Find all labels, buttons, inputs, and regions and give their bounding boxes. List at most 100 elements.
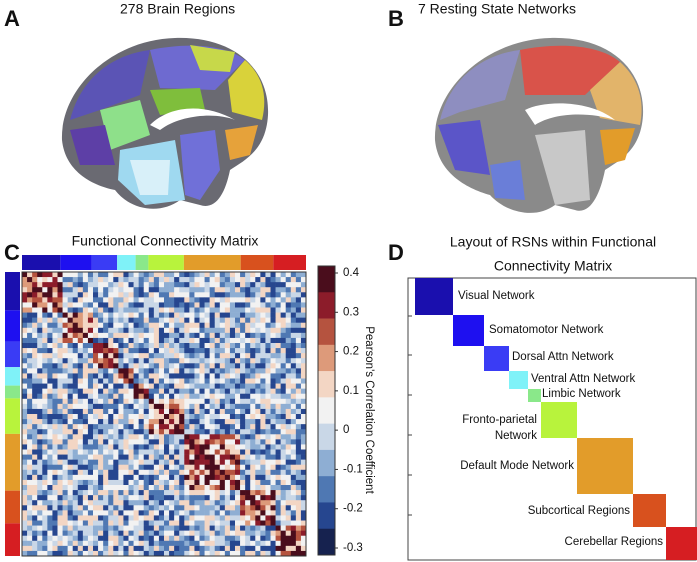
layout-frame	[407, 277, 697, 561]
matrix-cell	[87, 368, 94, 374]
matrix-cell	[280, 469, 287, 476]
matrix-cell	[52, 343, 58, 349]
matrix-cell	[245, 322, 251, 329]
panel-title: 7 Resting State Networks	[418, 1, 576, 17]
matrix-cell	[169, 388, 175, 395]
matrix-cell	[204, 403, 210, 410]
matrix-cell	[219, 388, 226, 395]
matrix-cell	[52, 414, 58, 420]
matrix-cell	[229, 454, 236, 460]
matrix-cell	[164, 479, 170, 486]
matrix-cell	[22, 515, 28, 521]
matrix-cell	[214, 398, 221, 405]
matrix-cell	[32, 474, 38, 481]
matrix-cell	[67, 479, 74, 486]
matrix-cell	[98, 515, 104, 521]
matrix-cell	[138, 343, 145, 349]
matrix-cell	[265, 525, 271, 531]
matrix-cell	[47, 343, 53, 349]
matrix-cell	[57, 454, 63, 460]
matrix-cell	[87, 317, 94, 324]
matrix-cell	[265, 307, 271, 313]
matrix-cell	[179, 479, 185, 486]
matrix-cell	[82, 287, 89, 293]
matrix-cell	[87, 327, 94, 334]
matrix-cell	[98, 414, 104, 420]
matrix-cell	[108, 439, 114, 445]
matrix-cell	[123, 520, 129, 526]
matrix-cell	[123, 388, 129, 395]
matrix-cell	[219, 383, 226, 389]
matrix-cell	[133, 535, 139, 542]
matrix-cell	[67, 368, 74, 374]
matrix-cell	[300, 535, 307, 542]
matrix-cell	[245, 378, 251, 384]
matrix-cell	[52, 479, 58, 486]
matrix-cell	[52, 302, 58, 308]
matrix-cell	[209, 495, 216, 501]
matrix-cell	[209, 429, 216, 435]
matrix-cell	[204, 459, 210, 466]
matrix-cell	[194, 337, 200, 344]
matrix-cell	[37, 464, 43, 471]
matrix-cell	[158, 479, 165, 486]
matrix-cell	[113, 510, 119, 516]
matrix-cell	[194, 393, 200, 400]
matrix-cell	[295, 292, 302, 298]
matrix-cell	[199, 312, 205, 318]
matrix-cell	[209, 464, 216, 471]
matrix-cell	[22, 490, 28, 496]
matrix-cell	[108, 444, 114, 450]
matrix-cell	[189, 287, 195, 293]
matrix-cell	[194, 343, 200, 349]
matrix-cell	[240, 439, 246, 445]
network-strip	[5, 310, 20, 342]
matrix-cell	[148, 312, 155, 318]
network-label: Somatomotor Network	[489, 324, 604, 336]
matrix-cell	[128, 403, 134, 410]
matrix-cell	[280, 444, 287, 450]
matrix-cell	[52, 419, 58, 425]
matrix-cell	[214, 332, 221, 339]
matrix-cell	[204, 343, 210, 349]
matrix-cell	[300, 495, 307, 501]
colorbar-tick-label: 0.2	[343, 346, 359, 358]
matrix-cell	[47, 292, 53, 298]
matrix-cell	[148, 444, 155, 450]
matrix-cell	[260, 398, 266, 405]
matrix-cell	[204, 550, 210, 557]
matrix-cell	[224, 327, 231, 334]
matrix-cell	[179, 302, 185, 308]
matrix-cell	[62, 388, 68, 395]
matrix-cell	[235, 454, 241, 460]
matrix-cell	[153, 393, 160, 400]
matrix-cell	[27, 332, 33, 339]
matrix-cell	[245, 302, 251, 308]
matrix-cell	[240, 317, 246, 324]
matrix-cell	[148, 515, 155, 521]
matrix-cell	[250, 292, 256, 298]
matrix-cell	[204, 277, 210, 283]
matrix-cell	[148, 332, 155, 339]
matrix-cell	[67, 343, 74, 349]
matrix-cell	[143, 500, 150, 506]
matrix-cell	[290, 403, 297, 410]
matrix-cell	[240, 388, 246, 395]
matrix-cell	[174, 500, 180, 506]
matrix-cell	[265, 444, 271, 450]
matrix-cell	[47, 424, 53, 430]
matrix-cell	[128, 515, 134, 521]
matrix-cell	[235, 474, 241, 481]
matrix-cell	[250, 307, 256, 313]
matrix-cell	[169, 444, 175, 450]
matrix-cell	[103, 302, 109, 308]
matrix-cell	[275, 464, 281, 471]
matrix-cell	[27, 398, 33, 405]
matrix-cell	[164, 403, 170, 410]
matrix-cell	[108, 332, 114, 339]
matrix-cell	[47, 469, 53, 476]
matrix-cell	[214, 439, 221, 445]
matrix-cell	[199, 393, 205, 400]
matrix-cell	[255, 485, 261, 491]
matrix-cell	[153, 424, 160, 430]
